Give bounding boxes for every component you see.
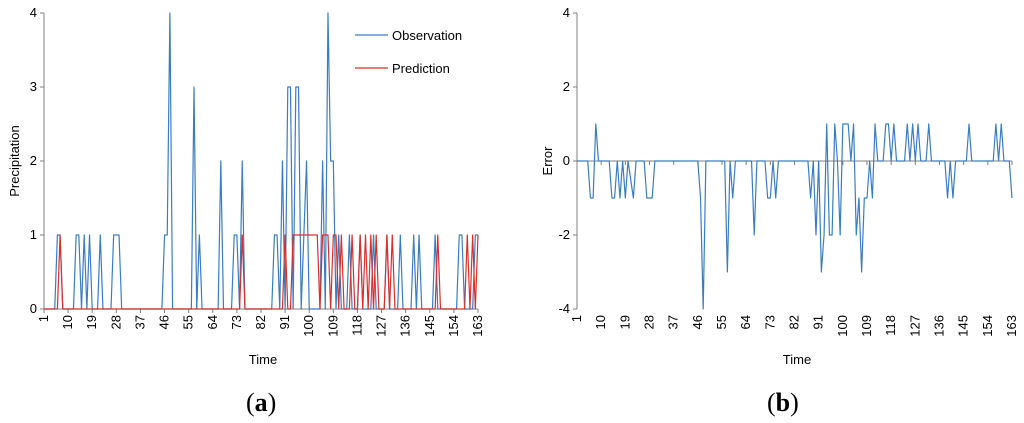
chart-a-x-tick-label: 163 (470, 315, 485, 337)
chart-b-x-axis-title: Time (783, 352, 811, 367)
chart-b-x-tick-label: 73 (762, 315, 777, 329)
chart-b-x-tick-label: 19 (617, 315, 632, 329)
chart-b-y-tick-label: 2 (563, 79, 570, 94)
chart-a-x-tick-label: 145 (422, 315, 437, 337)
chart-a-series-observation (44, 12, 478, 310)
chart-b-y-axis-title: Error (540, 146, 555, 176)
chart-a-x-tick-label: 37 (132, 315, 147, 329)
chart-a-x-tick-label: 28 (108, 315, 123, 329)
chart-b-x-tick-label: 127 (907, 315, 922, 337)
chart-b-x-tick-label: 64 (738, 315, 753, 329)
chart-b-y-tick-label: 4 (563, 5, 570, 20)
chart-a-x-tick-label: 73 (229, 315, 244, 329)
chart-b-x-tick-label: 145 (956, 315, 971, 337)
chart-a-series-group (44, 12, 479, 310)
chart-b-y-tick-label: 0 (563, 153, 570, 168)
chart-a-x-tick-label: 136 (398, 315, 413, 337)
chart-a-x-tick-label: 127 (374, 315, 389, 337)
chart-a-x-tick-label: 19 (84, 315, 99, 329)
chart-a-y-tick-label: 0 (30, 301, 37, 316)
chart-b-x-tick-label: 136 (932, 315, 947, 337)
chart-a-x-tick-label: 82 (253, 315, 268, 329)
chart-a-x-tick-label: 154 (446, 315, 461, 337)
chart-b-x-tick-label: 37 (666, 315, 681, 329)
chart-a-series-prediction (44, 234, 479, 310)
chart-b-series-group (577, 123, 1013, 310)
chart-a-y-tick-label: 1 (30, 227, 37, 242)
chart-a-y-tick-label: 3 (30, 79, 37, 94)
chart-a-x-tick-label: 10 (60, 315, 75, 329)
chart-b-axes: -4 -2 0 2 4 1 10 19 28 37 46 55 64 73 82 91 100 109 118 127… (558, 5, 1019, 337)
legend-prediction-label: Prediction (392, 61, 450, 76)
chart-a-panel-label: (a) (246, 388, 276, 417)
chart-b-y-tick-label: -4 (558, 301, 570, 316)
chart-b-y-tick-label: -2 (558, 227, 570, 242)
chart-b-x-tick-label: 109 (859, 315, 874, 337)
chart-b-x-tick-label: 28 (642, 315, 657, 329)
chart-a-x-tick-label: 91 (277, 315, 292, 329)
chart-a-x-tick-label: 64 (205, 315, 220, 329)
chart-b-x-tick-label: 154 (980, 315, 995, 337)
chart-b-x-tick-label: 82 (787, 315, 802, 329)
chart-a-y-tick-label: 4 (30, 5, 37, 20)
chart-b-x-tick-label: 46 (690, 315, 705, 329)
chart-b-panel-label: (b) (767, 388, 799, 417)
chart-a-y-axis-title: Precipitation (7, 125, 22, 197)
chart-a-x-tick-label: 118 (349, 315, 364, 336)
chart-b-x-tick-label: 118 (883, 315, 898, 336)
chart-a-x-tick-label: 46 (157, 315, 172, 329)
chart-b-x-tick-label: 10 (593, 315, 608, 329)
chart-b-x-tick-label: 1 (569, 315, 584, 322)
chart-b-x-tick-label: 91 (811, 315, 826, 329)
chart-a-x-axis-title: Time (249, 352, 277, 367)
chart-panel-b: -4 -2 0 2 4 1 10 19 28 37 46 55 64 73 82 91 100 109 118 127… (540, 5, 1019, 417)
chart-b-x-tick-label: 163 (1004, 315, 1019, 337)
chart-a-x-tick-label: 1 (36, 315, 51, 322)
chart-a-legend: Observation Prediction (355, 28, 462, 76)
chart-b-x-tick-label: 55 (714, 315, 729, 329)
chart-a-x-tick-label: 100 (301, 315, 316, 337)
chart-a-y-tick-label: 2 (30, 153, 37, 168)
legend-observation-label: Observation (392, 28, 462, 43)
chart-a-x-tick-label: 109 (325, 315, 340, 337)
chart-b-x-tick-label: 100 (835, 315, 850, 337)
chart-a-x-tick-label: 55 (181, 315, 196, 329)
chart-b-series-error (577, 123, 1013, 310)
